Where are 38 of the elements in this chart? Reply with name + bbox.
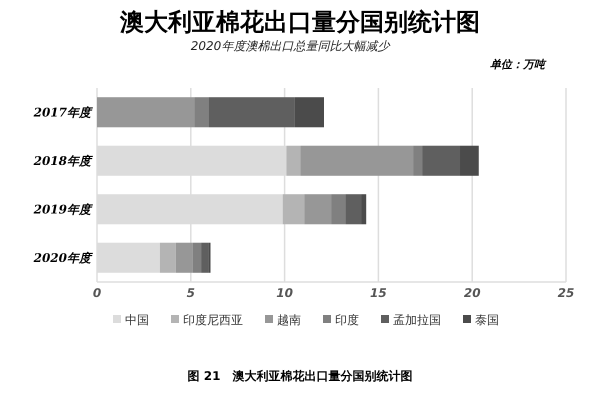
x-tick-label: 15 [370, 286, 387, 300]
chart-subtitle: 2020年度澳棉出口总量同比大幅减少 [190, 39, 390, 53]
chart-title: 澳大利亚棉花出口量分国别统计图 [119, 7, 480, 36]
bar [300, 146, 414, 176]
x-tick-label: 10 [276, 286, 293, 300]
x-tick-label: 5 [186, 286, 195, 300]
legend-label: 孟加拉国 [393, 313, 441, 327]
bar [362, 194, 366, 224]
legend-label: 印度 [335, 313, 359, 327]
bar [194, 97, 209, 128]
legend-label: 泰国 [475, 313, 499, 327]
bar [304, 194, 332, 224]
y-tick-label: 2020年度 [32, 250, 93, 265]
x-tick-label: 25 [558, 286, 574, 300]
bar [201, 242, 209, 273]
caption: 图 21 澳大利亚棉花出口量分国别统计图 [188, 369, 412, 383]
x-tick-label: 0 [92, 286, 102, 300]
legend-label: 中国 [125, 313, 149, 327]
bar [346, 194, 362, 224]
bar [332, 194, 346, 224]
bar [160, 242, 176, 273]
bar [97, 97, 195, 128]
y-tick-label: 2017年度 [32, 105, 93, 120]
bar [413, 146, 422, 176]
bar [192, 242, 202, 273]
bar [286, 146, 301, 176]
legend-label: 印度尼西亚 [183, 313, 243, 327]
bar [282, 194, 304, 224]
x-tick-label: 20 [464, 286, 481, 300]
bar [422, 146, 460, 176]
bar [176, 242, 193, 273]
bar [460, 146, 479, 176]
y-tick-label: 2019年度 [32, 202, 93, 216]
y-tick-label: 2018年度 [32, 154, 93, 168]
text: 单位：万吨 [490, 58, 547, 71]
bar [294, 97, 324, 128]
legend-label: 越南 [277, 313, 301, 327]
bar [208, 97, 295, 128]
